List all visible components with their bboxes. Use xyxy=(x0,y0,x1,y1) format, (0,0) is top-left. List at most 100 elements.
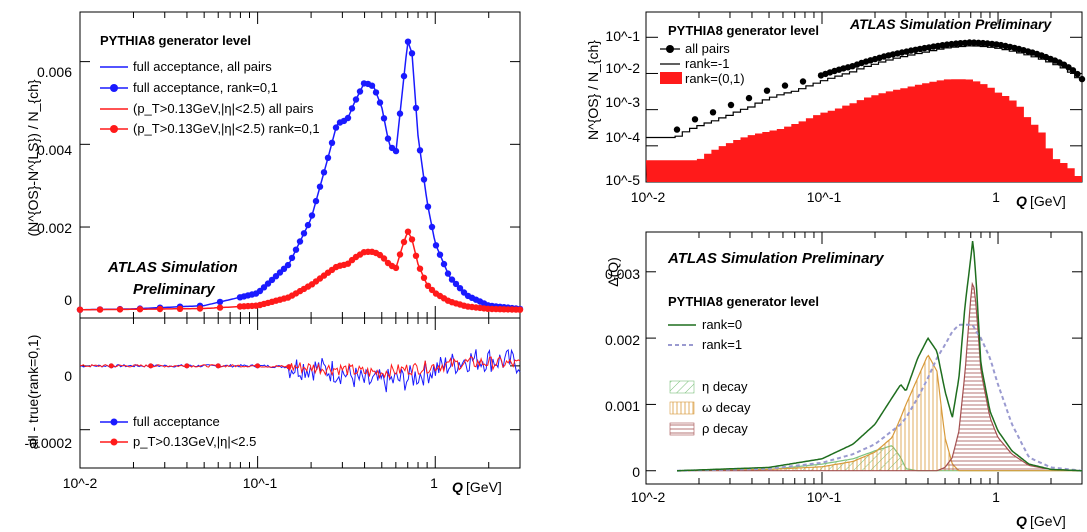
panel-d-ytick-3: 0.001 xyxy=(605,398,640,414)
panel-a-point-blue-23 xyxy=(296,238,304,245)
panel-c-hist-rank01 xyxy=(646,79,1082,182)
panel-a-preliminary-label: Preliminary xyxy=(133,281,215,298)
panel-b-point-red-5 xyxy=(286,364,292,370)
panel-c-point-allpairs-66 xyxy=(1078,75,1086,83)
panel-a-point-blue-44 xyxy=(380,115,388,122)
panel-a-point-blue-55 xyxy=(424,203,432,210)
panel-a-point-blue-49 xyxy=(400,72,408,80)
panel-a-point-blue-25 xyxy=(304,221,312,229)
panel-a-point-blue-28 xyxy=(316,183,324,190)
panel-c: N^{OS} / N_{ch} 10^-1 10^-2 10^-3 10^-4 … xyxy=(585,11,1086,209)
panel-a-point-blue-37 xyxy=(352,96,360,103)
panel-c-legend-3: rank=(0,1) xyxy=(685,71,745,86)
panel-a-point-blue-62 xyxy=(452,280,460,288)
panel-a-point-blue-20 xyxy=(284,261,292,269)
panel-a-point-blue-56 xyxy=(428,223,436,231)
panel-a-point-red-1 xyxy=(96,306,104,313)
panel-d-generator: PYTHIA8 generator level xyxy=(668,294,819,309)
panel-b-xlabel-q: Q xyxy=(452,479,463,495)
panel-d-curve-rank1 xyxy=(677,323,1083,472)
panel-a-legend-2: full acceptance, rank=0,1 xyxy=(133,80,278,95)
panel-b-xlabel-unit: [GeV] xyxy=(466,479,502,495)
panel-b-xtick-3: 1 xyxy=(430,475,438,491)
panel-a-point-blue-59 xyxy=(440,260,448,268)
panel-c-xlabel-q: Q xyxy=(1016,193,1027,209)
panel-c-point-allpairs-4 xyxy=(745,94,753,102)
panel-a-point-blue-42 xyxy=(372,89,380,96)
panel-c-legend-swatch-3 xyxy=(660,72,682,84)
panel-c-point-allpairs-64 xyxy=(1069,67,1077,74)
panel-d-legend-5: ρ decay xyxy=(702,421,748,436)
panel-a-point-blue-30 xyxy=(324,154,332,161)
panel-a-point-red-50 xyxy=(404,228,412,235)
panel-a-point-red-2 xyxy=(116,306,124,313)
panel-a-ytick-2: 0.004 xyxy=(37,142,72,158)
panel-d-legend-swatch-3 xyxy=(669,380,695,394)
panel-c-point-allpairs-65 xyxy=(1074,70,1081,78)
panel-d-xtick-1: 10^-2 xyxy=(631,489,666,505)
panel-c-legend-marker-1 xyxy=(666,45,674,53)
panel-c-ytick-2: 10^-2 xyxy=(605,60,640,76)
panel-c-step-rank-1 xyxy=(646,45,1082,139)
panel-c-ytick-1: 10^-1 xyxy=(605,28,640,44)
panel-d-legend-3: η decay xyxy=(702,379,748,394)
panel-a-point-red-54 xyxy=(420,274,428,281)
panel-a: (N^{OS}-N^{LS}) / N_{ch} 0.006 0.004 0.0… xyxy=(25,11,524,319)
panel-b-point-red-0 xyxy=(108,363,114,369)
panel-a-point-red-5 xyxy=(176,305,184,312)
panel-b-curve-red xyxy=(79,356,521,380)
panel-d-legend-1: rank=0 xyxy=(702,317,742,332)
panel-a-point-blue-51 xyxy=(408,50,416,57)
panel-c-point-allpairs-5 xyxy=(763,87,771,94)
panel-c-ytick-5: 10^-5 xyxy=(605,172,640,188)
panel-d-ticks xyxy=(645,232,1083,484)
panel-d-xtick-3: 1 xyxy=(992,489,1000,505)
panel-c-xtick-2: 10^-1 xyxy=(807,189,842,205)
panel-c-point-allpairs-42 xyxy=(970,39,978,46)
panel-a-ylabel: (N^{OS}-N^{LS}) / N_{ch} xyxy=(25,79,41,236)
panel-b-legend-marker-2 xyxy=(110,438,118,446)
panel-d-curves xyxy=(677,241,1083,472)
panel-c-atlas-label: ATLAS Simulation Preliminary xyxy=(849,16,1052,32)
panel-b-point-red-1 xyxy=(148,363,154,369)
panel-a-point-red-47 xyxy=(392,264,400,272)
panel-d-ytick-4: 0 xyxy=(632,464,640,480)
panel-a-point-red-7 xyxy=(216,304,224,311)
panel-a-legend-marker-2 xyxy=(110,84,118,92)
panel-a-point-red-53 xyxy=(416,265,424,272)
panel-b-ticks xyxy=(79,318,521,468)
panel-c-generator: PYTHIA8 generator level xyxy=(668,23,819,38)
panel-a-point-blue-47 xyxy=(392,147,400,155)
panel-d-curve-rank0 xyxy=(677,241,1082,472)
panel-a-point-blue-63 xyxy=(456,285,464,292)
panel-c-point-allpairs-7 xyxy=(799,78,807,85)
panel-a-point-red-4 xyxy=(156,305,164,313)
panel-a-atlas-label: ATLAS Simulation xyxy=(107,259,238,276)
panel-b-ytick-1: 0 xyxy=(64,368,72,384)
panel-a-point-red-49 xyxy=(400,238,408,246)
panel-c-legend-2: rank=-1 xyxy=(685,56,729,71)
panel-d-xlabel-unit: [GeV] xyxy=(1030,513,1066,529)
panel-b-frame xyxy=(79,317,521,469)
panel-a-point-blue-48 xyxy=(396,110,404,117)
panel-c-point-allpairs-1 xyxy=(691,116,699,123)
panel-a-curves xyxy=(76,38,524,313)
panel-a-point-blue-43 xyxy=(376,99,384,106)
panel-a-point-blue-22 xyxy=(292,246,300,253)
panel-b-curve-blue xyxy=(79,348,521,393)
panel-d-ytick-1: 0.003 xyxy=(605,266,640,282)
panel-a-point-red-55 xyxy=(424,282,432,289)
panel-d-area-rho xyxy=(677,284,1082,471)
panel-d-ytick-2: 0.002 xyxy=(605,332,640,348)
panel-a-point-blue-57 xyxy=(432,242,440,249)
panel-a-point-blue-24 xyxy=(300,230,308,237)
panel-c-legend-1: all pairs xyxy=(685,41,730,56)
panel-c-ylabel: N^{OS} / N_{ch} xyxy=(585,40,601,140)
panel-c-ytick-3: 10^-3 xyxy=(605,94,640,110)
panel-a-legend-1: full acceptance, all pairs xyxy=(133,59,272,74)
panel-a-point-blue-53 xyxy=(416,147,424,154)
panel-a-point-blue-52 xyxy=(412,104,420,112)
panel-d-legend-swatch-4 xyxy=(669,401,695,415)
panel-c-xtick-3: 1 xyxy=(992,189,1000,205)
panel-b-legend-2: p_T>0.13GeV,|η|<2.5 xyxy=(133,434,256,449)
